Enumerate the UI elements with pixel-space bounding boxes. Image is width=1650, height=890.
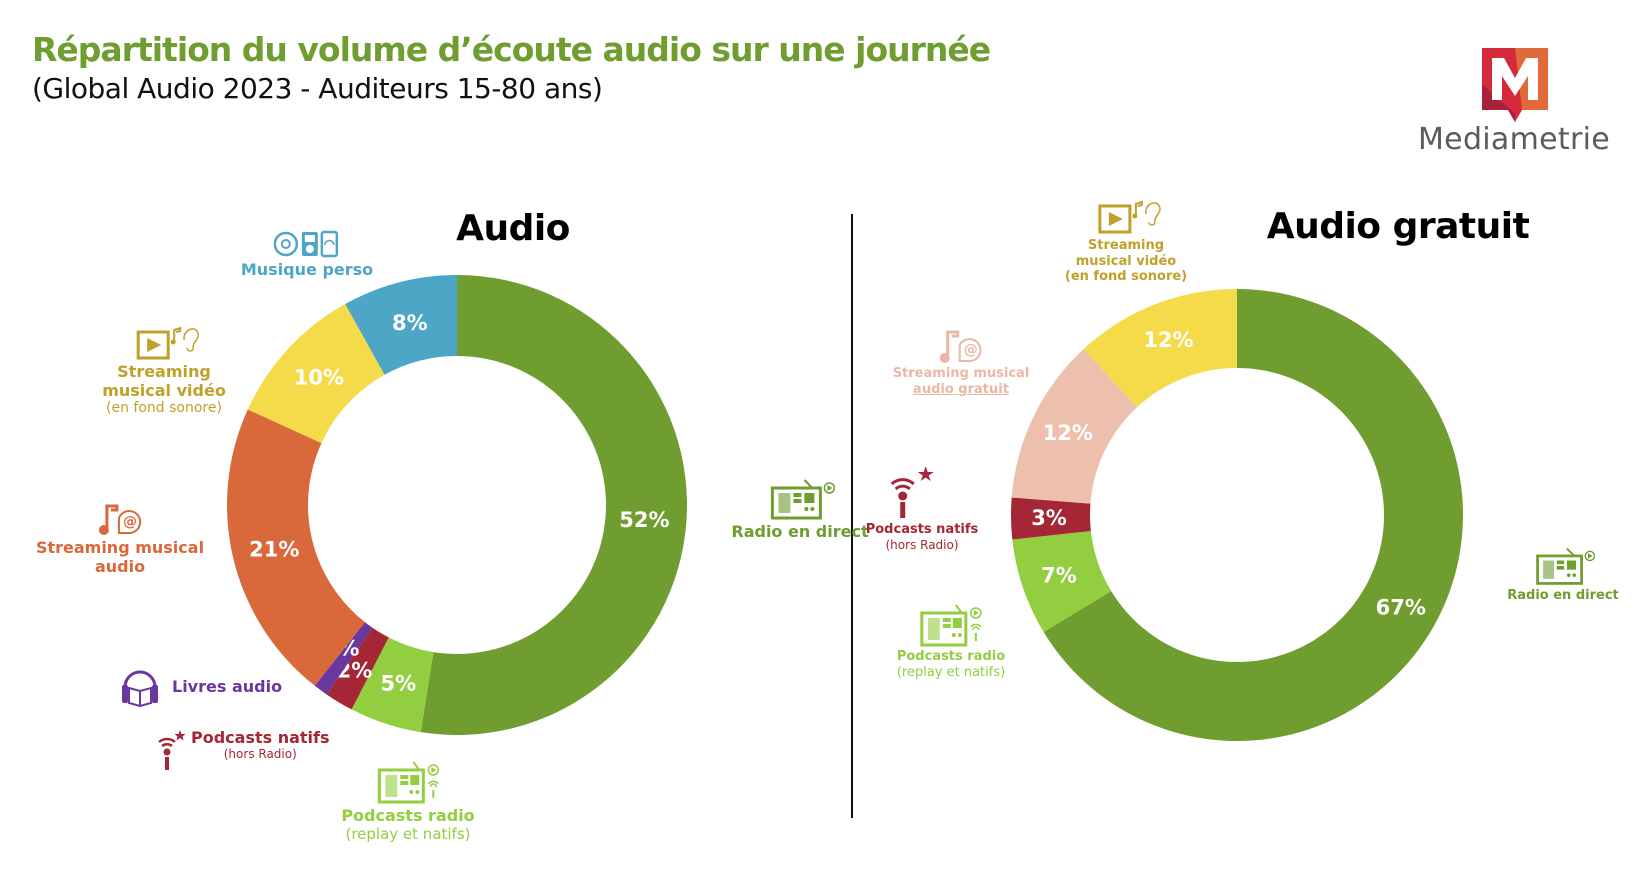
label-text: Musique perso bbox=[240, 260, 374, 279]
mediametrie-logo-icon bbox=[1482, 48, 1548, 122]
slice-podcasts-radio bbox=[351, 637, 434, 733]
divider bbox=[851, 214, 853, 818]
slice-streaming-musical-audio bbox=[226, 409, 365, 686]
slice-value-label: 7% bbox=[1041, 563, 1077, 587]
slice-musique-perso bbox=[345, 275, 457, 375]
label-livres-audio: Livres audio bbox=[120, 665, 282, 707]
label-streaming-audio-gratuit: @ Streaming musical audio gratuit bbox=[892, 326, 1030, 397]
chart-title-audio-gratuit: Audio gratuit bbox=[1266, 206, 1530, 247]
label-text: Radio en direct bbox=[1507, 588, 1619, 603]
radio-icon bbox=[770, 479, 835, 520]
label-text: Streaming bbox=[1087, 238, 1165, 253]
slice-value-label: 5% bbox=[381, 672, 417, 696]
label-streaming-video-gratuit: Streaming musical vidéo (en fond sonore) bbox=[1065, 196, 1187, 285]
svg-text:@: @ bbox=[964, 342, 978, 358]
label-streaming-video: Streaming musical vidéo (en fond sonore) bbox=[102, 320, 226, 417]
video-play-ear-icon bbox=[136, 326, 199, 360]
label-radio-en-direct-gratuit: Radio en direct bbox=[1507, 546, 1619, 604]
label-subtext: (replay et natifs) bbox=[345, 825, 471, 844]
label-text: Podcasts natifs bbox=[191, 728, 330, 747]
label-text: Podcasts natifs bbox=[865, 522, 979, 537]
microphone-star-icon bbox=[158, 730, 186, 770]
video-play-ear-icon bbox=[1098, 200, 1161, 234]
slice-radio-en-direct bbox=[420, 275, 687, 735]
label-musique-perso: Musique perso bbox=[241, 230, 373, 279]
slice-radio-en-direct bbox=[1043, 289, 1464, 742]
page-title: Répartition du volume d’écoute audio sur… bbox=[32, 30, 991, 69]
microphone-star-icon bbox=[890, 466, 934, 518]
slice-podcasts-natifs bbox=[326, 627, 389, 710]
label-subtext: (replay et natifs) bbox=[896, 664, 1006, 680]
slice-value-label: 12% bbox=[1043, 421, 1093, 445]
radio-podcast-icon bbox=[920, 604, 982, 647]
slice-podcasts-radio bbox=[1012, 530, 1112, 633]
label-podcasts-radio: Podcasts radio (replay et natifs) bbox=[341, 760, 475, 844]
slice-streaming-musical-audio-gratuit bbox=[1011, 349, 1138, 504]
cd-player-phone-icon bbox=[273, 230, 339, 258]
slice-value-label: 10% bbox=[294, 365, 344, 389]
slice-value-label: 3% bbox=[1031, 506, 1067, 530]
label-text: audio gratuit bbox=[913, 381, 1009, 397]
label-subtext: (hors Radio) bbox=[223, 747, 297, 761]
slice-value-label: 52% bbox=[619, 508, 669, 532]
radio-icon bbox=[1535, 547, 1595, 585]
label-podcasts-natifs-gratuit: Podcasts natifs (hors Radio) bbox=[865, 462, 979, 552]
donut-audio-gratuit: 67% 7% 3% 12% 12% bbox=[1011, 289, 1464, 742]
audiobook-icon bbox=[122, 670, 158, 707]
label-text: Streaming bbox=[117, 362, 211, 381]
music-at-icon: @ bbox=[99, 504, 142, 535]
svg-text:@: @ bbox=[123, 514, 137, 530]
radio-podcast-icon bbox=[377, 761, 439, 804]
label-text: Podcasts radio bbox=[896, 649, 1006, 664]
label-podcasts-natifs: Podcasts natifs (hors Radio) bbox=[155, 728, 330, 772]
label-text: Podcasts radio bbox=[341, 806, 475, 825]
slice-streaming-musical-vid-o bbox=[1083, 289, 1237, 408]
label-text: Radio en direct bbox=[731, 522, 869, 541]
slice-podcasts-natifs bbox=[1011, 497, 1091, 540]
slice-value-label: 12% bbox=[1143, 328, 1193, 352]
chart-title-audio: Audio bbox=[456, 208, 570, 249]
donut-audio: 52%5%2%1%21%10%8% bbox=[226, 275, 687, 735]
label-streaming-audio: @ Streaming musical audio bbox=[36, 500, 204, 576]
label-text: musical vidéo bbox=[1075, 253, 1177, 269]
label-text: Streaming musical bbox=[35, 538, 205, 557]
label-text: musical vidéo bbox=[102, 381, 226, 401]
slice-value-label: 67% bbox=[1376, 595, 1426, 619]
page-subtitle: (Global Audio 2023 - Auditeurs 15-80 ans… bbox=[32, 72, 603, 105]
brand-name: Mediametrie bbox=[1418, 122, 1610, 157]
slice-livres-audio bbox=[314, 622, 373, 695]
label-subtext: (en fond sonore) bbox=[106, 400, 222, 417]
label-subtext: (en fond sonore) bbox=[1064, 269, 1188, 285]
label-text: Streaming musical bbox=[892, 366, 1030, 381]
slice-value-label: 8% bbox=[392, 311, 428, 335]
slice-value-label: 21% bbox=[249, 537, 299, 561]
music-at-icon: @ bbox=[939, 330, 982, 363]
label-radio-en-direct: Radio en direct bbox=[731, 478, 869, 541]
label-text: audio bbox=[94, 557, 146, 577]
slice-streaming-musical-vid-o bbox=[247, 304, 385, 444]
label-podcasts-radio-gratuit: Podcasts radio (replay et natifs) bbox=[897, 603, 1005, 680]
label-subtext: (hors Radio) bbox=[885, 537, 959, 552]
label-text: Livres audio bbox=[172, 676, 283, 696]
